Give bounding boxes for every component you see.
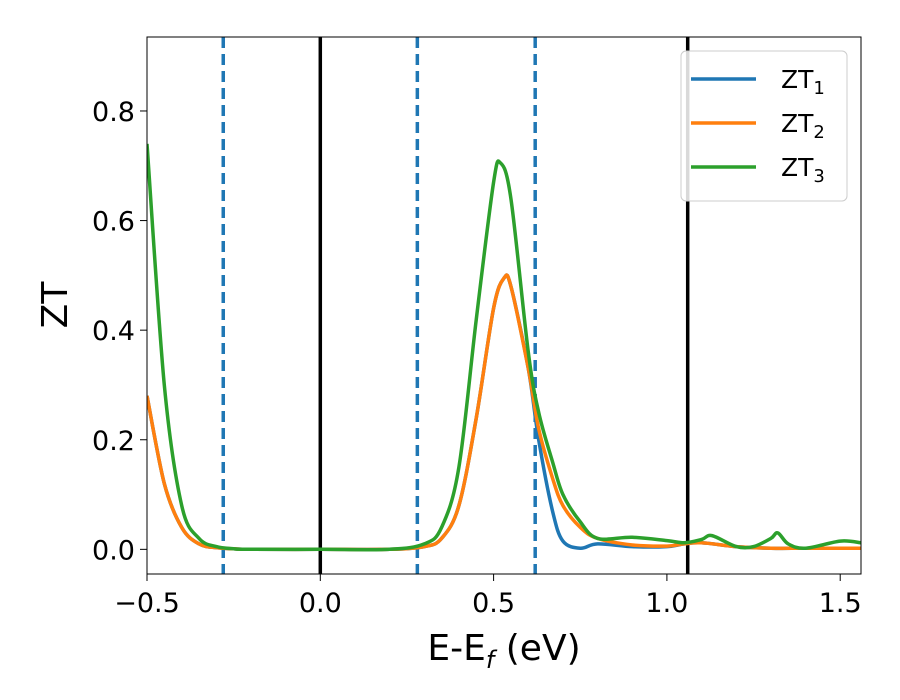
series-line-zt3: [147, 143, 861, 552]
x-tick-label: 1.0: [645, 588, 688, 619]
x-tick-label: 0.5: [472, 588, 515, 619]
legend-box: [680, 50, 848, 202]
y-tick-label: 0.0: [92, 535, 135, 566]
x-tick-label: 1.5: [819, 588, 862, 619]
legend-label-zt3: ZT3: [781, 153, 825, 187]
y-axis-label: ZT: [35, 281, 76, 329]
y-tick-label: 0.8: [92, 97, 135, 128]
y-axis: 0.0 0.2 0.4 0.6 0.8: [92, 97, 147, 566]
legend: ZT1 ZT2 ZT3: [680, 50, 848, 202]
x-axis: −0.5 0.0 0.5 1.0 1.5: [114, 574, 862, 619]
legend-label-zt2: ZT2: [781, 109, 825, 143]
y-tick-label: 0.6: [92, 207, 135, 238]
x-axis-label: E-Ef (eV): [427, 628, 580, 674]
plot-frame: [146, 36, 862, 575]
y-tick-label: 0.2: [92, 426, 135, 457]
x-tick-label: −0.5: [114, 588, 180, 619]
x-tick-label: 0.0: [299, 588, 342, 619]
legend-label-zt1: ZT1: [781, 65, 825, 99]
series-lines: [147, 143, 861, 552]
y-tick-label: 0.4: [92, 316, 135, 347]
